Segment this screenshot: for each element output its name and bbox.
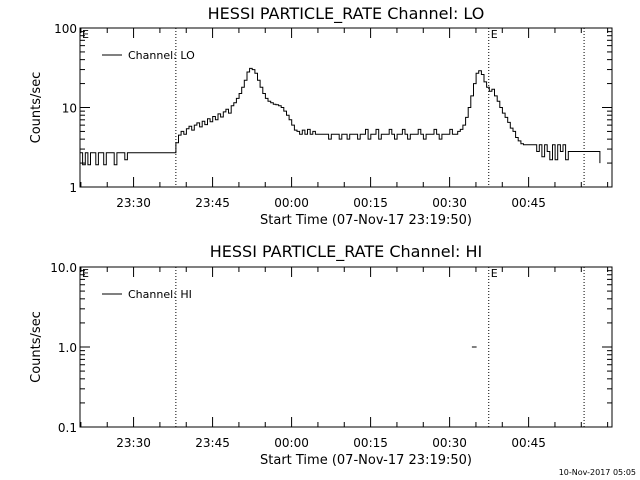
x-axis-label: Start Time (07-Nov-17 23:19:50) xyxy=(260,213,472,228)
y-axis-label: Counts/sec xyxy=(29,72,44,144)
x-tick-label: 00:45 xyxy=(511,436,546,450)
x-tick-label: 00:30 xyxy=(432,196,467,210)
event-marker-label: E xyxy=(491,267,498,280)
y-tick-label: 0.1 xyxy=(58,421,77,435)
chart-title: HESSI PARTICLE_RATE Channel: HI xyxy=(210,242,483,262)
y-tick-label: 100 xyxy=(54,22,77,36)
y-axis-label: Counts/sec xyxy=(29,311,44,383)
x-tick-label: 00:30 xyxy=(432,436,467,450)
x-axis-label: Start Time (07-Nov-17 23:19:50) xyxy=(260,453,472,468)
x-tick-label: 00:00 xyxy=(274,436,309,450)
x-tick-label: 23:30 xyxy=(116,196,151,210)
series-line-0 xyxy=(80,67,601,166)
legend-entry: Channel: LO xyxy=(128,49,195,62)
x-tick-label: 00:45 xyxy=(511,196,546,210)
event-marker-label: E xyxy=(82,28,89,41)
x-tick-label: 23:30 xyxy=(116,436,151,450)
y-tick-label: 10 xyxy=(62,102,77,116)
footer-timestamp: 10-Nov-2017 05:05 xyxy=(559,468,636,477)
x-tick-label: 23:45 xyxy=(195,436,230,450)
x-tick-label: 23:45 xyxy=(195,196,230,210)
y-tick-label: 1 xyxy=(69,181,77,195)
event-marker-label: E xyxy=(491,28,498,41)
chart-title: HESSI PARTICLE_RATE Channel: LO xyxy=(208,4,485,24)
event-marker-label: E xyxy=(82,267,89,280)
y-tick-label: 1.0 xyxy=(58,341,77,355)
y-tick-label: 10.0 xyxy=(50,261,77,275)
x-tick-label: 00:00 xyxy=(274,196,309,210)
x-tick-label: 00:15 xyxy=(353,436,388,450)
legend-entry: Channel: HI xyxy=(128,288,192,301)
x-tick-label: 00:15 xyxy=(353,196,388,210)
